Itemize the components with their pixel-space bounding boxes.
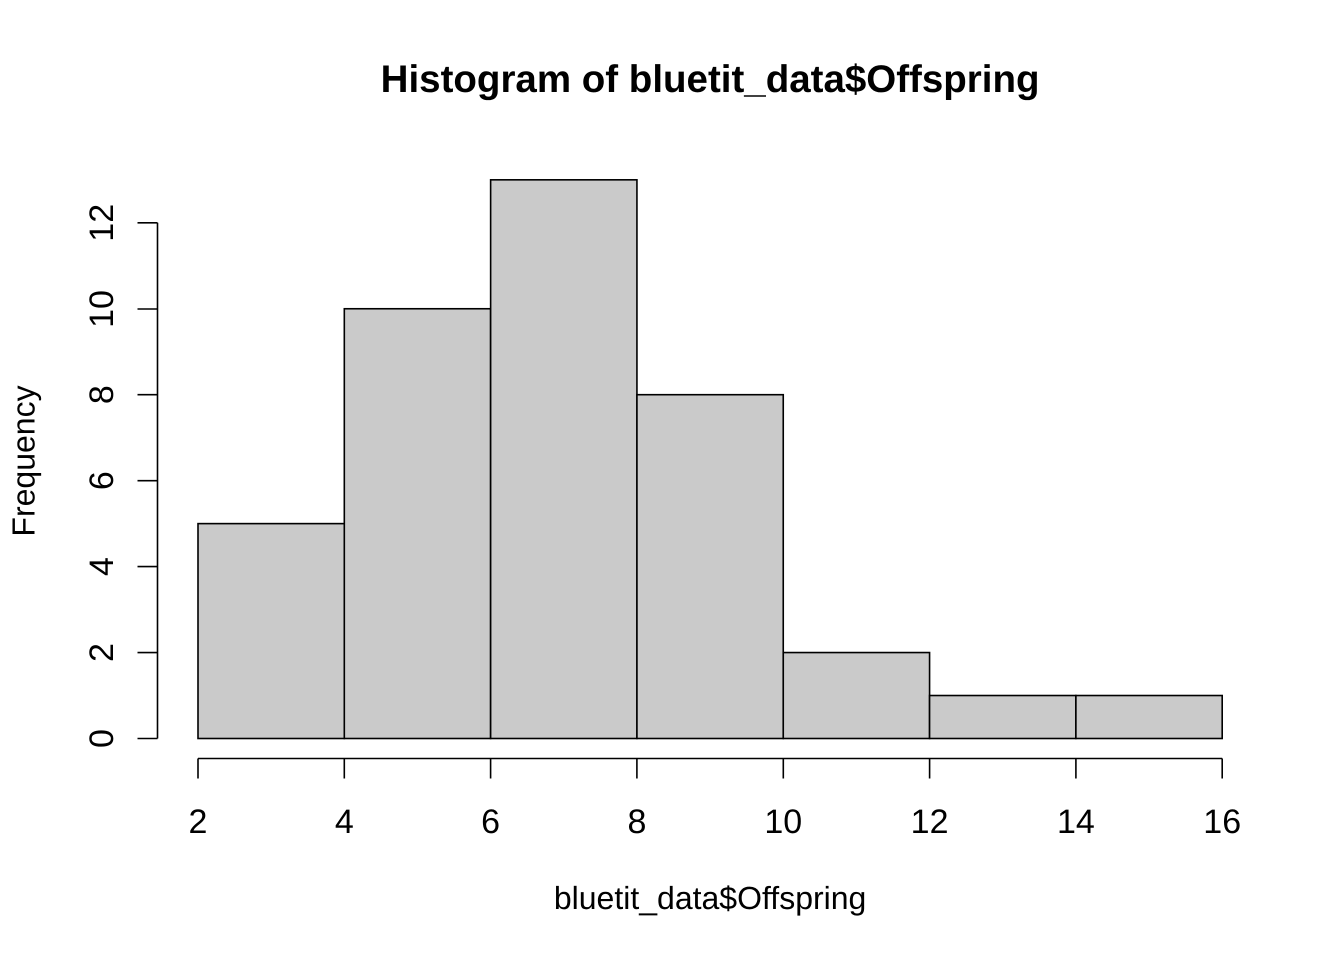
- svg-text:10: 10: [83, 290, 121, 328]
- svg-text:2: 2: [189, 803, 208, 841]
- svg-text:8: 8: [83, 385, 121, 404]
- svg-text:4: 4: [83, 557, 121, 576]
- svg-text:4: 4: [335, 803, 354, 841]
- svg-text:2: 2: [83, 643, 121, 662]
- svg-text:12: 12: [911, 803, 949, 841]
- svg-text:8: 8: [627, 803, 646, 841]
- svg-text:10: 10: [764, 803, 802, 841]
- svg-text:14: 14: [1057, 803, 1095, 841]
- svg-text:12: 12: [83, 204, 121, 242]
- svg-text:6: 6: [481, 803, 500, 841]
- svg-text:0: 0: [83, 729, 121, 748]
- svg-text:6: 6: [83, 471, 121, 490]
- svg-text:16: 16: [1203, 803, 1241, 841]
